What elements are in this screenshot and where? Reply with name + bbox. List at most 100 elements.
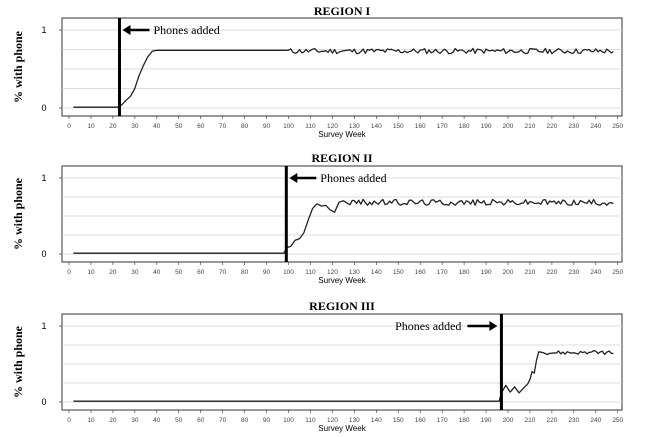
- x-tick-label: 60: [197, 269, 205, 276]
- plot-frame: [61, 17, 623, 117]
- chart-title: REGION III: [309, 299, 375, 313]
- x-tick-label: 250: [612, 269, 623, 276]
- x-tick-label: 130: [349, 123, 360, 130]
- x-tick-label: 50: [175, 269, 183, 276]
- x-tick-label: 210: [525, 123, 536, 130]
- x-tick-label: 120: [327, 417, 338, 424]
- y-tick-label: 1: [41, 25, 46, 35]
- x-tick-label: 160: [415, 417, 426, 424]
- x-tick-label: 210: [525, 269, 536, 276]
- x-tick-label: 140: [371, 417, 382, 424]
- y-axis-label: % with phone: [11, 325, 25, 398]
- x-tick-label: 80: [241, 269, 249, 276]
- x-tick-label: 170: [437, 123, 448, 130]
- x-tick-label: 120: [327, 269, 338, 276]
- y-tick-label: 1: [41, 321, 46, 331]
- x-tick-label: 150: [393, 417, 404, 424]
- y-axis-label: % with phone: [11, 30, 25, 103]
- x-tick-label: 220: [546, 123, 557, 130]
- chart-title: REGION I: [314, 4, 371, 18]
- x-tick-label: 150: [393, 123, 404, 130]
- x-tick-label: 130: [349, 269, 360, 276]
- x-tick-label: 0: [67, 417, 71, 424]
- x-tick-label: 240: [590, 269, 601, 276]
- x-tick-label: 0: [67, 269, 71, 276]
- series-line: [73, 350, 614, 402]
- x-tick-label: 110: [305, 417, 316, 424]
- x-tick-label: 20: [109, 417, 117, 424]
- annotation-arrowhead: [122, 25, 131, 35]
- x-tick-label: 230: [568, 269, 579, 276]
- y-tick-label: 1: [41, 173, 46, 183]
- y-tick-label: 0: [41, 249, 46, 259]
- x-tick-label: 10: [87, 269, 95, 276]
- x-tick-label: 60: [197, 123, 205, 130]
- series-line: [73, 198, 614, 254]
- plot-frame: [61, 313, 623, 411]
- x-tick-label: 90: [263, 417, 271, 424]
- x-tick-label: 20: [109, 269, 117, 276]
- x-tick-label: 60: [197, 417, 205, 424]
- x-tick-label: 50: [175, 417, 183, 424]
- x-tick-label: 10: [87, 123, 95, 130]
- x-tick-label: 70: [219, 269, 227, 276]
- x-axis-label: Survey Week: [318, 276, 366, 285]
- x-tick-label: 190: [481, 269, 492, 276]
- x-tick-label: 170: [437, 269, 448, 276]
- x-tick-label: 130: [349, 417, 360, 424]
- chart-title: REGION II: [311, 151, 372, 165]
- x-tick-label: 50: [175, 123, 183, 130]
- x-tick-label: 220: [546, 417, 557, 424]
- x-tick-label: 120: [327, 123, 338, 130]
- x-tick-label: 30: [131, 269, 139, 276]
- annotation-arrowhead: [289, 173, 298, 183]
- x-tick-label: 80: [241, 123, 249, 130]
- x-tick-label: 70: [219, 417, 227, 424]
- x-tick-label: 150: [393, 269, 404, 276]
- y-tick-label: 0: [41, 103, 46, 113]
- x-tick-label: 40: [153, 269, 161, 276]
- x-tick-label: 190: [481, 123, 492, 130]
- x-tick-label: 40: [153, 417, 161, 424]
- x-tick-label: 160: [415, 123, 426, 130]
- x-tick-label: 230: [568, 123, 579, 130]
- x-tick-label: 250: [612, 123, 623, 130]
- x-tick-label: 30: [131, 417, 139, 424]
- x-tick-label: 90: [263, 269, 271, 276]
- x-tick-label: 10: [87, 417, 95, 424]
- y-axis-label: % with phone: [11, 177, 25, 250]
- x-tick-label: 160: [415, 269, 426, 276]
- x-tick-label: 140: [371, 269, 382, 276]
- x-tick-label: 110: [305, 123, 316, 130]
- x-tick-label: 30: [131, 123, 139, 130]
- x-axis-label: Survey Week: [318, 424, 366, 433]
- x-tick-label: 200: [503, 417, 514, 424]
- x-tick-label: 190: [481, 417, 492, 424]
- x-tick-label: 200: [503, 269, 514, 276]
- plot-frame: [61, 165, 623, 263]
- x-tick-label: 200: [503, 123, 514, 130]
- x-tick-label: 170: [437, 417, 448, 424]
- y-tick-label: 0: [41, 397, 46, 407]
- x-tick-label: 100: [283, 123, 294, 130]
- x-tick-label: 110: [305, 269, 316, 276]
- annotation-text: Phones added: [395, 319, 461, 333]
- x-tick-label: 250: [612, 417, 623, 424]
- x-tick-label: 240: [590, 123, 601, 130]
- x-tick-label: 230: [568, 417, 579, 424]
- x-tick-label: 220: [546, 269, 557, 276]
- x-axis-label: Survey Week: [318, 130, 366, 139]
- x-tick-label: 140: [371, 123, 382, 130]
- x-tick-label: 20: [109, 123, 117, 130]
- series-line: [73, 47, 614, 108]
- annotation-arrowhead: [489, 321, 498, 331]
- x-tick-label: 180: [459, 123, 470, 130]
- annotation-text: Phones added: [153, 23, 219, 37]
- x-tick-label: 0: [67, 123, 71, 130]
- x-tick-label: 70: [219, 123, 227, 130]
- x-tick-label: 90: [263, 123, 271, 130]
